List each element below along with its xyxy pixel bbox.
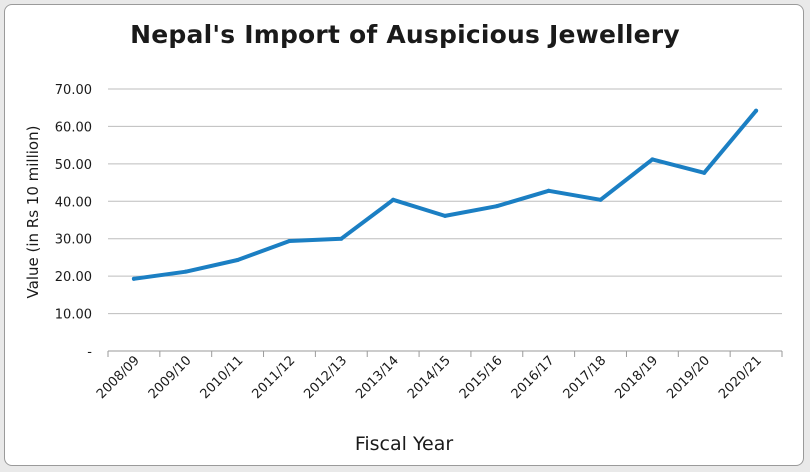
y-tick-label: 60.00 <box>55 120 92 135</box>
y-tick-label: 10.00 <box>55 308 92 323</box>
data-point <box>287 238 292 243</box>
data-point <box>339 236 344 241</box>
series-layer <box>131 108 759 281</box>
y-tick-label: 70.00 <box>55 83 92 98</box>
x-tick-label: 2016/17 <box>509 353 558 402</box>
x-tick-label: 2010/11 <box>198 353 247 402</box>
x-tick-label: 2020/21 <box>716 353 765 402</box>
data-point <box>702 170 707 175</box>
data-point <box>754 108 759 113</box>
x-tick-label: 2011/12 <box>249 353 298 402</box>
y-tick-label: - <box>87 345 92 360</box>
y-axis-ticks: - 10.00 20.00 30.00 40.00 50.00 60.00 70.00 <box>55 83 93 360</box>
data-point <box>546 188 551 193</box>
x-tick-label: 2015/16 <box>457 353 506 402</box>
chart-frame <box>4 4 804 466</box>
y-axis-title: Value (in Rs 10 million) <box>24 126 42 299</box>
data-point <box>650 157 655 162</box>
data-point <box>494 204 499 209</box>
data-point <box>183 269 188 274</box>
series-line <box>131 108 759 281</box>
x-tick-label: 2014/15 <box>405 353 454 402</box>
x-tick-label: 2013/14 <box>353 353 402 402</box>
x-tick-label: 2012/13 <box>301 353 350 402</box>
x-axis: 2008/09 2009/10 2010/11 2011/12 2012/13 2013/… <box>94 350 783 402</box>
x-tick-label: 2009/10 <box>146 353 195 402</box>
x-tick-label: 2019/20 <box>664 353 713 402</box>
data-point <box>443 213 447 218</box>
y-tick-label: 20.00 <box>55 270 92 285</box>
chart-title: Nepal's Import of Auspicious Jewellery <box>130 20 680 49</box>
y-tick-label: 30.00 <box>55 233 92 248</box>
x-tick-label: 2018/19 <box>612 353 661 402</box>
data-point <box>131 276 136 281</box>
y-tick-label: 50.00 <box>55 158 92 173</box>
x-axis-title: Fiscal Year <box>355 433 454 455</box>
data-point <box>391 197 396 202</box>
gridlines <box>108 88 782 315</box>
x-tick-label: 2017/18 <box>561 353 610 402</box>
y-tick-label: 40.00 <box>55 195 92 210</box>
x-tick-label: 2008/09 <box>94 353 143 402</box>
data-point <box>598 197 603 202</box>
data-point <box>235 258 240 263</box>
